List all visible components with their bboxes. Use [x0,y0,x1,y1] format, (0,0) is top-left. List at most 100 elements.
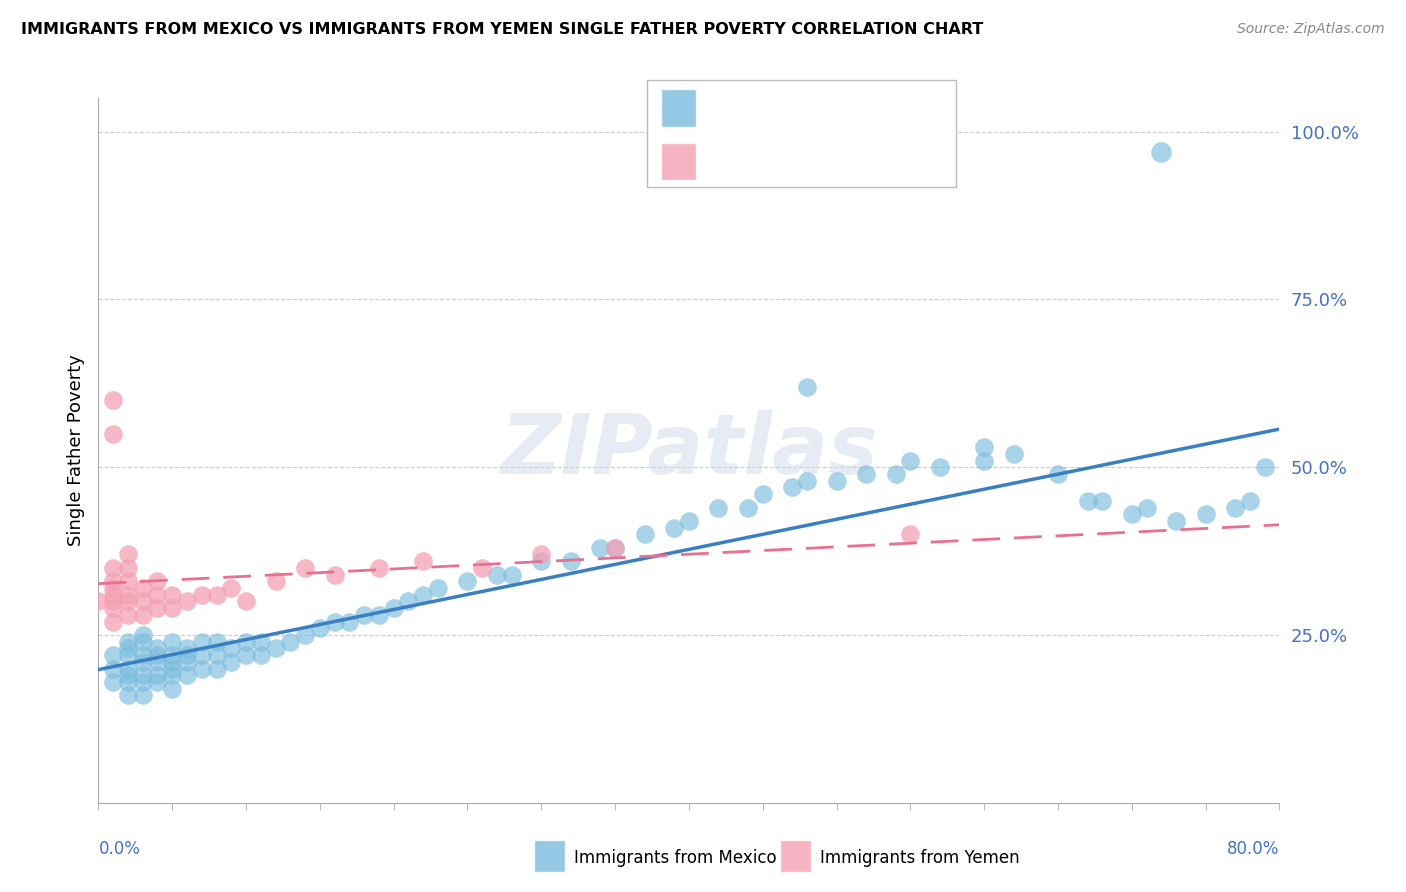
Point [264,574,287,589]
Point [117,574,139,589]
Point [176,655,198,669]
Point [707,500,730,515]
Point [117,588,139,602]
Text: IMMIGRANTS FROM MEXICO VS IMMIGRANTS FROM YEMEN SINGLE FATHER POVERTY CORRELATIO: IMMIGRANTS FROM MEXICO VS IMMIGRANTS FRO… [21,22,983,37]
Point [235,634,257,648]
Point [294,561,316,575]
Point [825,474,848,488]
Point [205,588,228,602]
Point [796,380,818,394]
Point [205,648,228,662]
Point [132,607,155,622]
Text: Immigrants from Yemen: Immigrants from Yemen [820,849,1019,867]
Point [132,628,155,642]
Point [412,588,434,602]
Point [146,574,169,589]
Point [398,594,420,608]
Point [323,567,346,582]
Point [368,561,391,575]
Point [103,615,125,629]
Point [103,648,125,662]
Point [382,601,405,615]
Point [132,581,155,595]
Point [634,527,657,541]
Point [884,467,907,481]
Point [205,634,228,648]
Point [1077,493,1099,508]
Point [1121,507,1143,521]
Text: R = 0.578   N = 89: R = 0.578 N = 89 [710,99,894,117]
Point [280,634,302,648]
Text: R = 0.071   N = 38: R = 0.071 N = 38 [710,153,894,170]
Point [323,615,346,629]
Point [117,641,139,656]
Point [589,541,612,555]
Point [471,561,494,575]
Point [132,668,155,682]
Point [1046,467,1070,481]
Text: Source: ZipAtlas.com: Source: ZipAtlas.com [1237,22,1385,37]
Point [1239,493,1261,508]
Point [146,601,169,615]
Point [605,541,627,555]
Point [1225,500,1247,515]
Point [530,554,553,568]
Point [162,681,183,696]
Point [103,426,125,441]
Point [501,567,523,582]
Point [103,581,125,595]
Point [103,561,125,575]
Point [162,655,183,669]
Point [309,621,332,635]
Point [146,655,169,669]
Point [103,574,125,589]
Point [176,641,198,656]
Point [1254,460,1277,475]
Point [973,440,995,454]
Point [221,641,243,656]
Text: ZIPatlas: ZIPatlas [501,410,877,491]
Point [900,453,922,467]
Point [162,601,183,615]
Point [146,588,169,602]
Point [117,561,139,575]
Point [162,668,183,682]
Point [294,628,316,642]
Point [353,607,375,622]
Point [796,474,818,488]
Point [973,453,995,467]
Point [132,655,155,669]
Point [103,662,125,676]
Point [132,648,155,662]
Point [117,648,139,662]
Point [250,648,273,662]
Point [87,594,110,608]
Point [117,634,139,648]
Point [117,607,139,622]
Point [162,662,183,676]
Point [117,675,139,690]
Point [412,554,434,568]
Point [678,514,700,528]
Point [221,655,243,669]
Point [1136,500,1159,515]
Point [146,668,169,682]
Y-axis label: Single Father Poverty: Single Father Poverty [66,354,84,547]
Point [103,594,125,608]
Point [205,662,228,676]
Point [560,554,582,568]
Point [1195,507,1218,521]
Point [176,648,198,662]
Point [117,548,139,562]
Point [235,594,257,608]
Point [737,500,759,515]
Point [900,527,922,541]
Point [103,393,125,408]
Point [250,634,273,648]
Point [132,634,155,648]
Point [530,548,553,562]
Point [162,634,183,648]
Point [103,588,125,602]
Point [235,648,257,662]
Point [132,675,155,690]
